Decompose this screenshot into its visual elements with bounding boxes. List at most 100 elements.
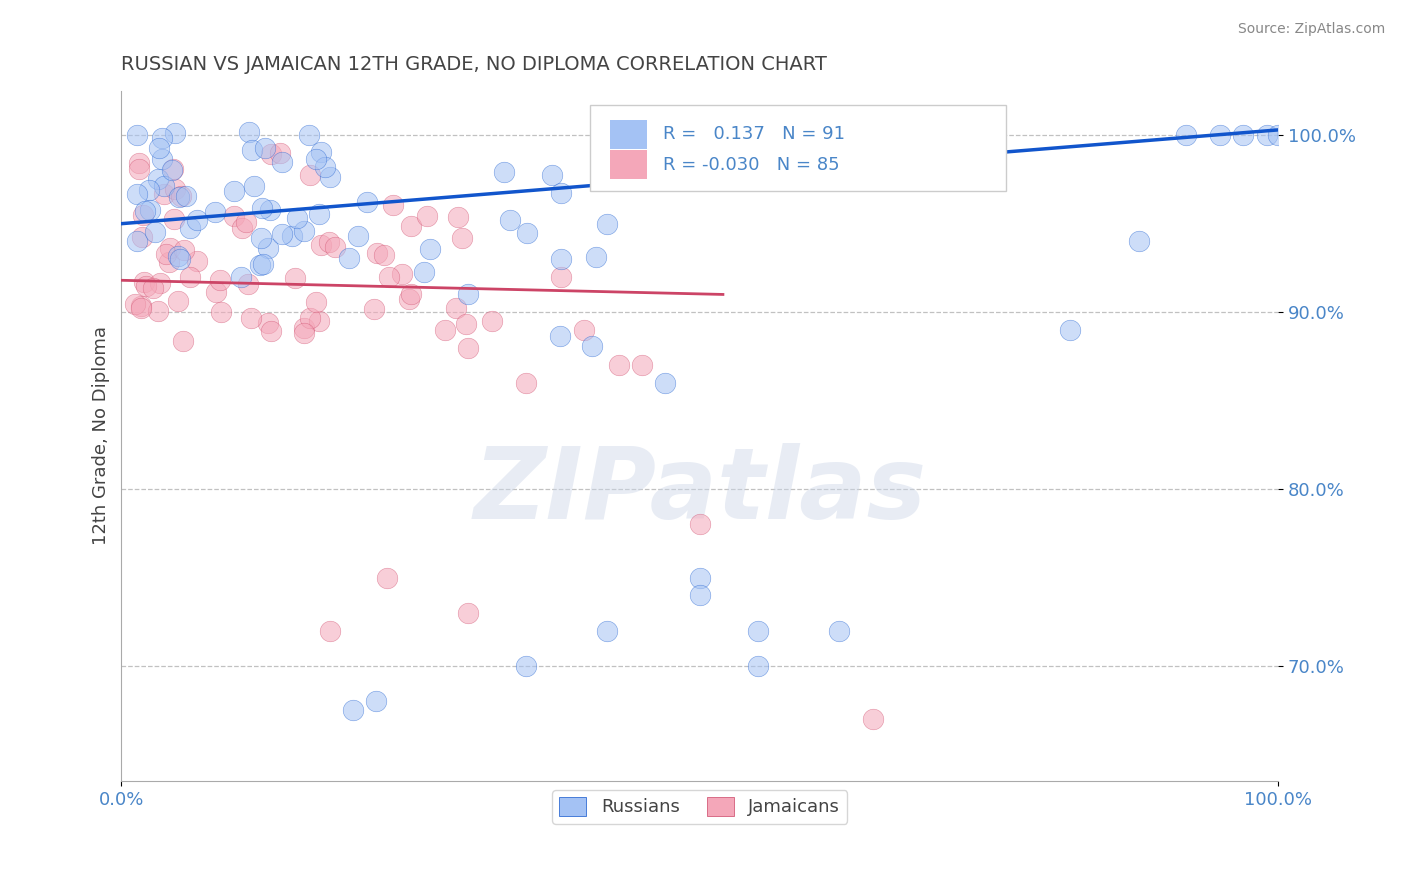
Point bbox=[548, 328, 571, 343]
Point bbox=[281, 229, 304, 244]
Point bbox=[481, 314, 503, 328]
Point bbox=[252, 201, 274, 215]
Point bbox=[399, 219, 422, 234]
Point bbox=[346, 229, 368, 244]
Point bbox=[499, 213, 522, 227]
Point bbox=[173, 243, 195, 257]
Point bbox=[235, 215, 257, 229]
Point bbox=[222, 184, 245, 198]
Point bbox=[204, 285, 226, 300]
Point bbox=[297, 128, 319, 142]
Point bbox=[827, 624, 849, 638]
FancyBboxPatch shape bbox=[610, 120, 647, 149]
Point bbox=[305, 152, 328, 166]
Point bbox=[541, 168, 564, 182]
Point bbox=[377, 570, 399, 584]
Point bbox=[242, 179, 264, 194]
Point bbox=[269, 146, 291, 161]
Point bbox=[305, 294, 328, 309]
Point bbox=[572, 323, 595, 337]
Point bbox=[152, 187, 174, 202]
Point bbox=[356, 195, 378, 210]
Point bbox=[127, 128, 149, 143]
Point bbox=[222, 209, 245, 223]
Point bbox=[342, 703, 364, 717]
Point bbox=[179, 221, 201, 235]
Point bbox=[179, 270, 201, 285]
Point bbox=[689, 588, 711, 602]
Point bbox=[129, 299, 152, 313]
Point bbox=[515, 659, 537, 673]
Point bbox=[391, 267, 413, 281]
Point bbox=[292, 321, 315, 335]
Point bbox=[150, 153, 173, 167]
Point bbox=[550, 269, 572, 284]
Point bbox=[231, 221, 253, 235]
Point bbox=[259, 203, 281, 218]
Point bbox=[157, 255, 180, 269]
Point bbox=[1174, 128, 1197, 143]
Point bbox=[747, 624, 769, 638]
Point bbox=[550, 252, 572, 266]
Point bbox=[298, 310, 321, 325]
Point bbox=[138, 202, 160, 217]
Text: R =   0.137   N = 91: R = 0.137 N = 91 bbox=[662, 126, 845, 144]
Point bbox=[419, 242, 441, 256]
Point bbox=[257, 317, 280, 331]
Point bbox=[229, 270, 252, 285]
Point bbox=[162, 162, 184, 177]
Point bbox=[457, 341, 479, 355]
Point bbox=[444, 301, 467, 316]
Point bbox=[285, 211, 308, 226]
Point bbox=[415, 209, 437, 223]
Point bbox=[134, 203, 156, 218]
Point bbox=[596, 624, 619, 638]
Point bbox=[209, 304, 232, 318]
Point bbox=[204, 205, 226, 219]
Point bbox=[451, 231, 474, 245]
Point bbox=[381, 198, 404, 212]
Point bbox=[309, 238, 332, 252]
Point bbox=[163, 126, 186, 140]
Point bbox=[1128, 235, 1150, 249]
Point bbox=[132, 276, 155, 290]
Point bbox=[1267, 128, 1289, 143]
Point bbox=[155, 246, 177, 260]
Point bbox=[174, 188, 197, 202]
Point bbox=[149, 276, 172, 290]
Point bbox=[318, 235, 340, 249]
Point bbox=[299, 168, 322, 182]
Point bbox=[186, 212, 208, 227]
Point bbox=[271, 155, 294, 169]
Y-axis label: 12th Grade, No Diploma: 12th Grade, No Diploma bbox=[93, 326, 110, 546]
Point bbox=[654, 376, 676, 390]
Point bbox=[128, 162, 150, 177]
FancyBboxPatch shape bbox=[610, 151, 647, 179]
Point bbox=[148, 141, 170, 155]
Point bbox=[142, 281, 165, 295]
Point bbox=[135, 278, 157, 293]
Point bbox=[550, 186, 572, 200]
Point bbox=[581, 339, 603, 353]
Text: RUSSIAN VS JAMAICAN 12TH GRADE, NO DIPLOMA CORRELATION CHART: RUSSIAN VS JAMAICAN 12TH GRADE, NO DIPLO… bbox=[121, 55, 827, 74]
Point bbox=[363, 301, 385, 316]
Point bbox=[169, 190, 191, 204]
Point bbox=[516, 226, 538, 240]
Point bbox=[398, 292, 420, 306]
Point bbox=[271, 227, 294, 241]
Point bbox=[747, 659, 769, 673]
Point bbox=[128, 155, 150, 169]
Point bbox=[209, 273, 232, 287]
Point bbox=[169, 252, 191, 267]
Point bbox=[132, 208, 155, 222]
Point bbox=[162, 163, 184, 178]
Text: Source: ZipAtlas.com: Source: ZipAtlas.com bbox=[1237, 22, 1385, 37]
Point bbox=[167, 293, 190, 308]
Point bbox=[454, 318, 477, 332]
Point bbox=[162, 212, 184, 227]
Point bbox=[434, 323, 457, 337]
Legend: Russians, Jamaicans: Russians, Jamaicans bbox=[553, 790, 848, 823]
Point bbox=[412, 265, 434, 279]
Point bbox=[165, 182, 187, 196]
Point bbox=[124, 297, 146, 311]
